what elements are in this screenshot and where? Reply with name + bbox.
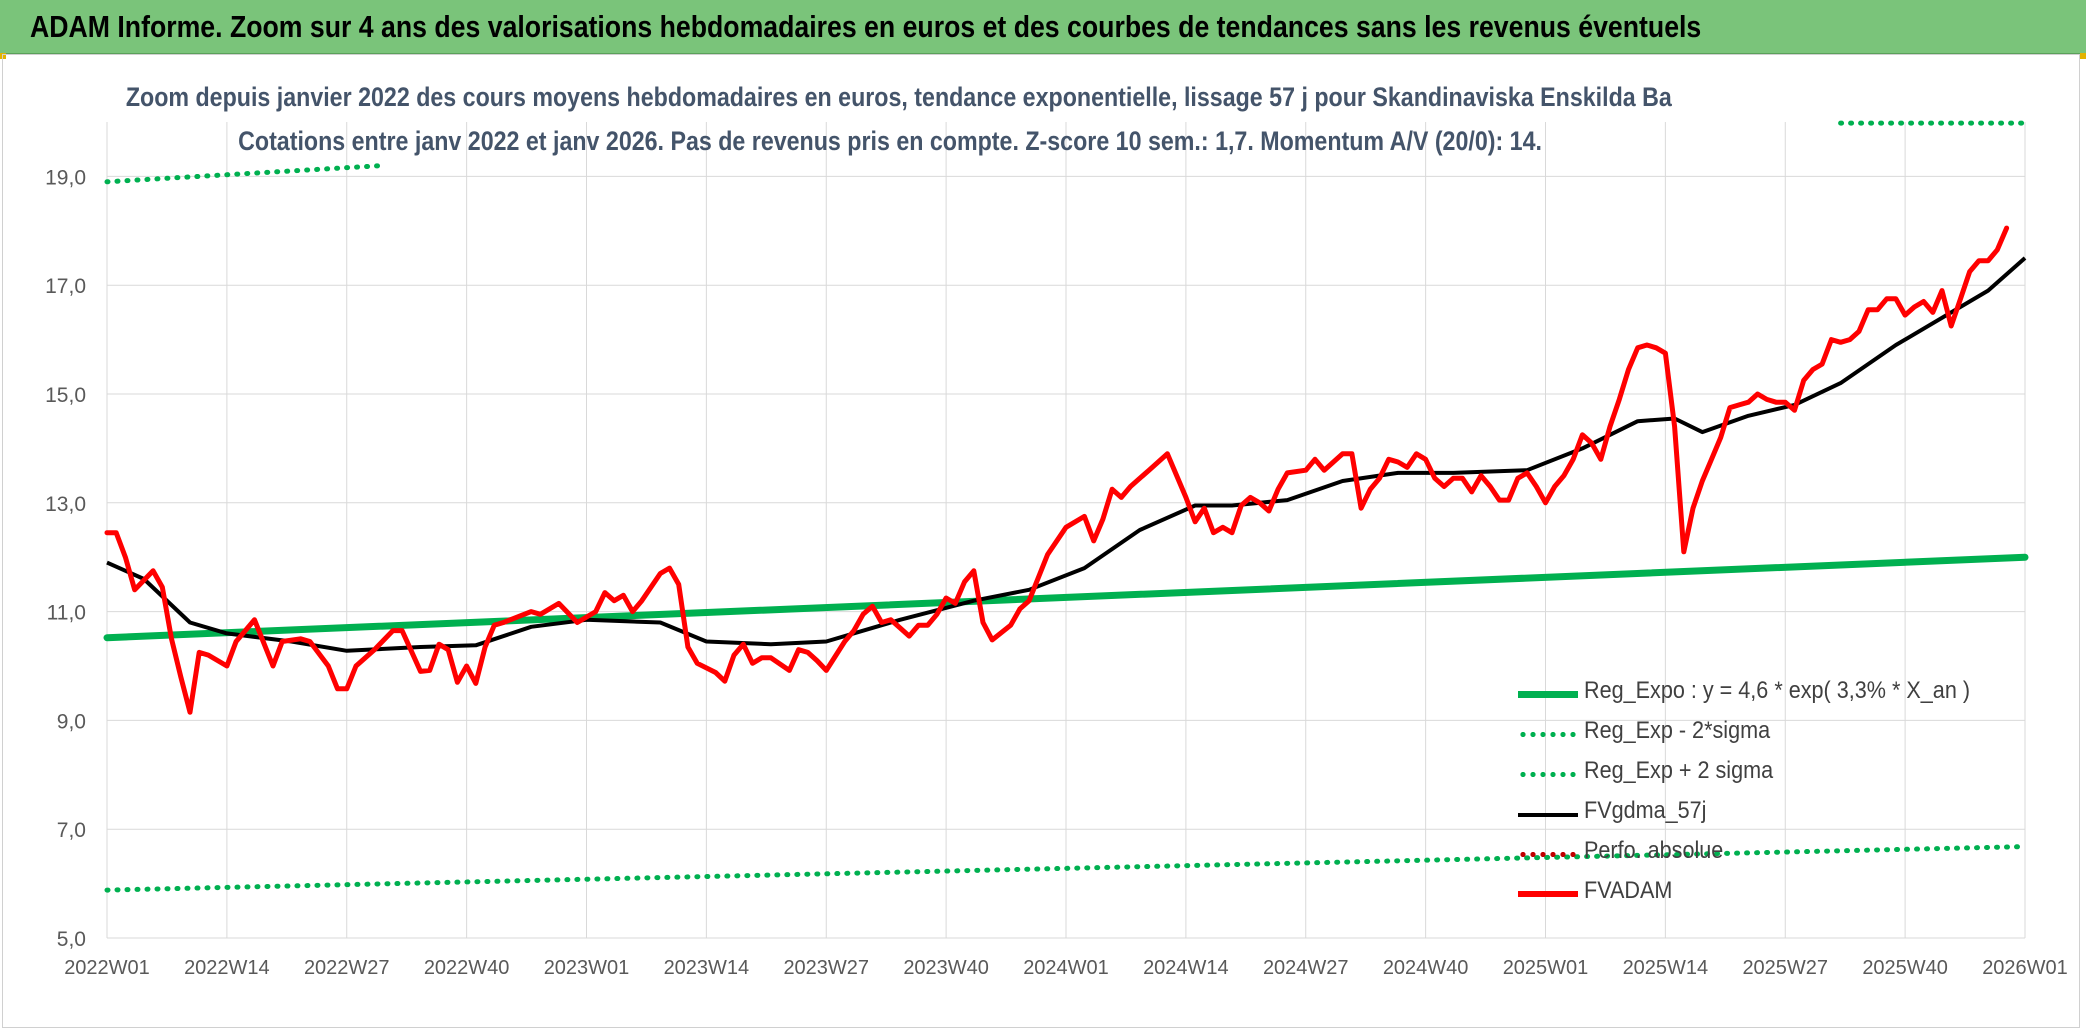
y-tick-label: 17,0 [45,275,86,298]
series-reg-expo [103,553,2029,642]
y-tick-label: 15,0 [45,384,86,407]
x-tick-label: 2023W27 [783,957,869,979]
legend-swatch-dotted-red [1518,852,1578,857]
legend-label: Reg_Exp - 2*sigma [1584,717,1771,744]
legend-swatch-black [1518,813,1578,817]
legend-swatch-solid-green [1518,691,1578,698]
chart-title: Zoom depuis janvier 2022 des cours moyen… [125,82,1672,112]
x-tick-label: 2023W40 [903,957,989,979]
legend-label: Reg_Exp + 2 sigma [1584,757,1774,784]
x-tick-label: 2025W14 [1623,957,1709,979]
series-fvgdma-57j [106,256,2027,653]
legend-swatch-dotted-green [1518,772,1578,777]
chart-frame [2,54,2080,1028]
corner-mark-right [2080,53,2086,59]
x-tick-label: 2025W01 [1503,957,1589,979]
legend-item-reg-exp-minus: Reg_Exp - 2*sigma [1512,715,2032,755]
y-tick-label: 5,0 [57,928,86,951]
x-tick-label: 2025W27 [1742,957,1828,979]
banner-title: ADAM Informe. Zoom sur 4 ans des valoris… [30,9,1702,44]
legend-item-reg-exp-plus: Reg_Exp + 2 sigma [1512,755,2032,795]
x-tick-label: 2024W01 [1023,957,1109,979]
legend-label: FVgdma_57j [1584,797,1707,824]
x-tick-label: 2023W14 [664,957,750,979]
legend-item-fvadam: FVADAM [1512,875,2032,915]
x-tick-label: 2025W40 [1862,957,1948,979]
legend-label: Reg_Expo : y = 4,6 * exp( 3,3% * X_an ) [1584,677,1971,704]
x-tick-label: 2022W27 [304,957,390,979]
chart-subtitle: Cotations entre janv 2022 et janv 2026. … [238,126,1542,156]
y-tick-label: 13,0 [45,493,86,516]
series-reg-exp-minus-2sigma [104,844,2028,893]
series-reg-exp-plus-2sigma [104,163,387,185]
x-tick-label: 2022W40 [424,957,510,979]
x-tick-label: 2024W27 [1263,957,1349,979]
x-tick-label: 2026W01 [1982,957,2068,979]
legend-label: Perfo. absolue [1584,837,1724,864]
x-tick-label: 2024W14 [1143,957,1229,979]
x-tick-label: 2024W40 [1383,957,1469,979]
legend-swatch-red [1518,891,1578,897]
y-tick-label: 11,0 [47,602,86,625]
x-tick-label: 2022W01 [64,957,150,979]
legend-item-fvgdma: FVgdma_57j [1512,795,2032,835]
title-banner: ADAM Informe. Zoom sur 4 ans des valoris… [0,0,2086,54]
y-tick-label: 9,0 [57,710,86,733]
legend-swatch-dotted-green [1518,732,1578,737]
legend-item-perfo: Perfo. absolue [1512,835,2032,875]
chart-legend: Reg_Expo : y = 4,6 * exp( 3,3% * X_an ) … [1512,675,2032,915]
legend-item-reg-expo: Reg_Expo : y = 4,6 * exp( 3,3% * X_an ) [1512,675,2032,715]
series-fvadam [104,225,2010,715]
corner-mark-left [0,53,6,59]
y-tick-label: 19,0 [45,166,86,189]
x-tick-label: 2022W14 [184,957,270,979]
x-tick-label: 2023W01 [544,957,630,979]
y-tick-label: 7,0 [57,819,86,842]
legend-label: FVADAM [1584,877,1673,904]
